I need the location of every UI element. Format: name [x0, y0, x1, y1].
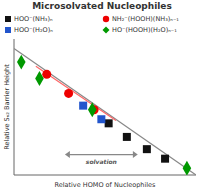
html-text:HOO⁻(NH₃)ₙ: HOO⁻(NH₃)ₙ [14, 14, 53, 23]
svg-text:solvation: solvation [86, 158, 117, 165]
html-text:Microsolvated Nucleophiles: Microsolvated Nucleophiles [32, 1, 172, 11]
svg-text:Relative Sₙ₂ Barrier Height: Relative Sₙ₂ Barrier Height [8, 64, 11, 150]
html-text:HO⁻(HOOH)(H₂O)ₙ₋₁: HO⁻(HOOH)(H₂O)ₙ₋₁ [112, 25, 177, 34]
svg-text:Relative HOMO of Nucleophiles: Relative HOMO of Nucleophiles [55, 181, 157, 189]
html-text:HOO⁻(H₂O)ₙ: HOO⁻(H₂O)ₙ [14, 25, 53, 34]
html-text:NH₂⁻(HOOH)(NH₃)ₙ₋₁: NH₂⁻(HOOH)(NH₃)ₙ₋₁ [112, 14, 179, 23]
